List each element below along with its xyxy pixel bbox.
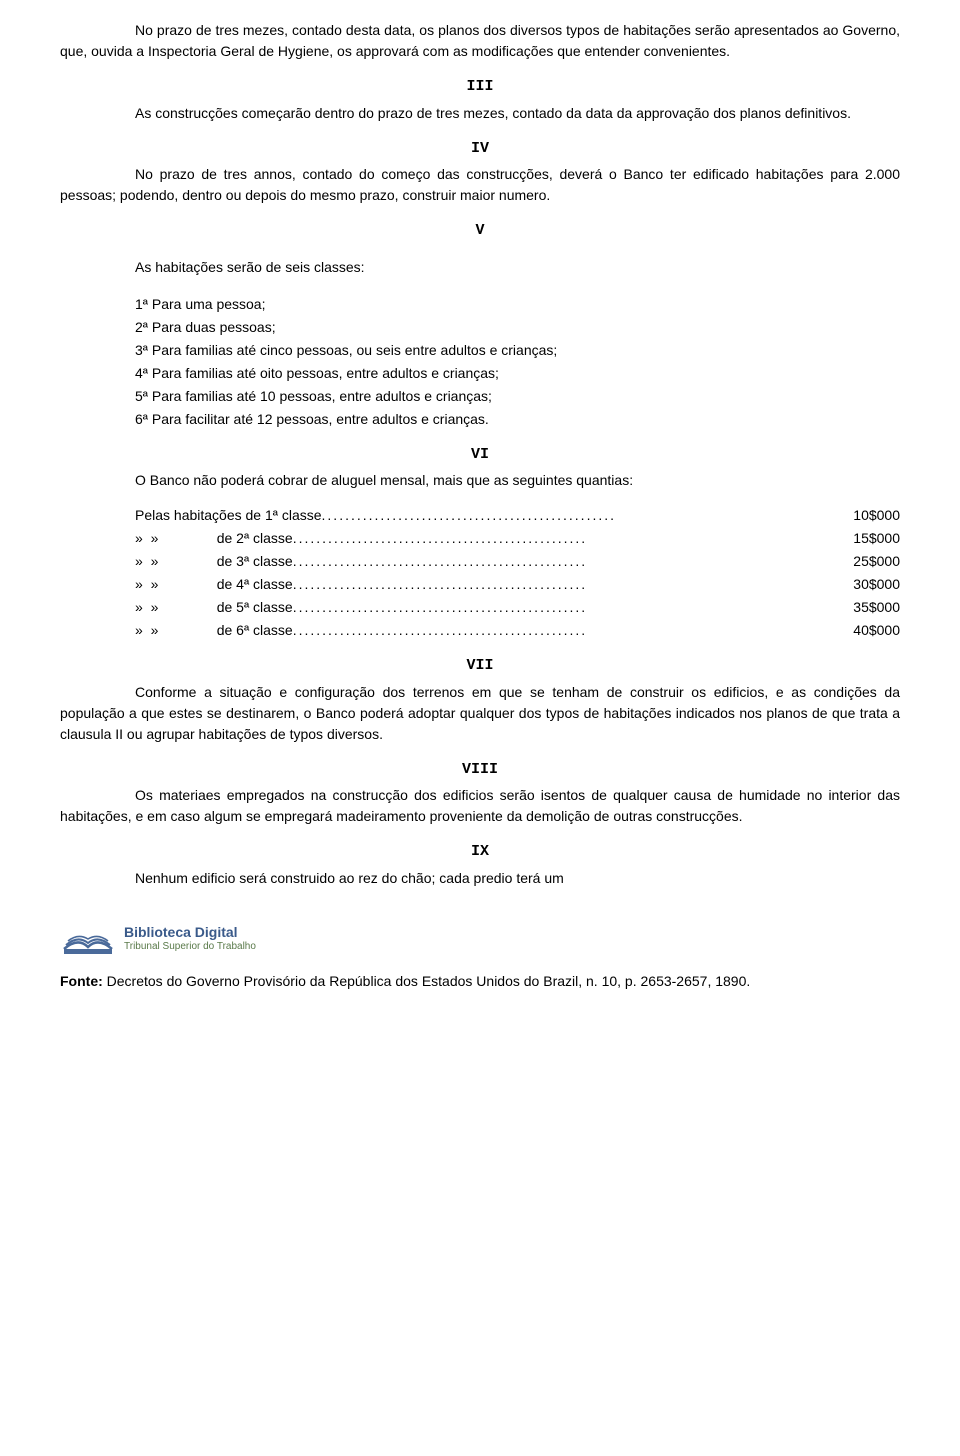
- paragraph-vii: Conforme a situação e configuração dos t…: [60, 682, 900, 745]
- price-dots: ........................................…: [293, 620, 854, 641]
- class-item: 6ª Para facilitar até 12 pessoas, entre …: [135, 409, 900, 430]
- classes-block: As habitações serão de seis classes: 1ª …: [135, 257, 900, 430]
- footer: Biblioteca Digital Tribunal Superior do …: [60, 919, 900, 992]
- price-value: 35$000: [853, 597, 900, 618]
- price-value: 15$000: [853, 528, 900, 549]
- heading-vii: VII: [60, 655, 900, 678]
- heading-vi: VI: [60, 444, 900, 467]
- class-item: 2ª Para duas pessoas;: [135, 317, 900, 338]
- fonte-text: Decretos do Governo Provisório da Repúbl…: [103, 973, 751, 989]
- footer-title: Biblioteca Digital: [124, 925, 256, 940]
- price-row: » » de 4ª classe .......................…: [135, 574, 900, 595]
- paragraph-viii: Os materiaes empregados na construcção d…: [60, 785, 900, 827]
- fonte-line: Fonte: Decretos do Governo Provisório da…: [60, 971, 900, 992]
- class-item: 3ª Para familias até cinco pessoas, ou s…: [135, 340, 900, 361]
- price-dots: ........................................…: [293, 551, 854, 572]
- price-label: » » de 5ª classe: [135, 597, 293, 618]
- price-row: Pelas habitações de 1ª classe ..........…: [135, 505, 900, 526]
- heading-v: V: [60, 220, 900, 243]
- class-item: 4ª Para familias até oito pessoas, entre…: [135, 363, 900, 384]
- paragraph-vi: O Banco não poderá cobrar de aluguel men…: [60, 470, 900, 491]
- footer-title-block: Biblioteca Digital Tribunal Superior do …: [124, 925, 256, 951]
- price-row: » » de 2ª classe .......................…: [135, 528, 900, 549]
- heading-iii: III: [60, 76, 900, 99]
- price-label: » » de 4ª classe: [135, 574, 293, 595]
- price-label: » » de 2ª classe: [135, 528, 293, 549]
- price-row: » » de 6ª classe .......................…: [135, 620, 900, 641]
- heading-iv: IV: [60, 138, 900, 161]
- price-row: » » de 5ª classe .......................…: [135, 597, 900, 618]
- biblioteca-logo-icon: [60, 919, 116, 959]
- class-item: 1ª Para uma pessoa;: [135, 294, 900, 315]
- price-value: 30$000: [853, 574, 900, 595]
- price-row: » » de 3ª classe .......................…: [135, 551, 900, 572]
- price-table: Pelas habitações de 1ª classe ..........…: [135, 505, 900, 641]
- heading-ix: IX: [60, 841, 900, 864]
- heading-viii: VIII: [60, 759, 900, 782]
- class-item: 5ª Para familias até 10 pessoas, entre a…: [135, 386, 900, 407]
- price-value: 25$000: [853, 551, 900, 572]
- price-value: 40$000: [853, 620, 900, 641]
- price-dots: ........................................…: [322, 505, 854, 526]
- footer-logo-block: Biblioteca Digital Tribunal Superior do …: [60, 919, 900, 959]
- paragraph-iii: As construcções começarão dentro do praz…: [60, 103, 900, 124]
- price-dots: ........................................…: [293, 574, 854, 595]
- paragraph-vi-text: O Banco não poderá cobrar de aluguel men…: [135, 472, 633, 488]
- paragraph-ii: No prazo de tres mezes, contado desta da…: [60, 20, 900, 62]
- paragraph-ix: Nenhum edificio será construido ao rez d…: [60, 868, 900, 889]
- price-label: » » de 6ª classe: [135, 620, 293, 641]
- footer-subtitle: Tribunal Superior do Trabalho: [124, 941, 256, 952]
- price-label: » » de 3ª classe: [135, 551, 293, 572]
- price-dots: ........................................…: [293, 597, 854, 618]
- fonte-label: Fonte:: [60, 973, 103, 989]
- price-label: Pelas habitações de 1ª classe: [135, 505, 322, 526]
- classes-intro: As habitações serão de seis classes:: [135, 257, 900, 278]
- price-value: 10$000: [853, 505, 900, 526]
- paragraph-iv: No prazo de tres annos, contado do começ…: [60, 164, 900, 206]
- price-dots: ........................................…: [293, 528, 854, 549]
- section-vi: VI O Banco não poderá cobrar de aluguel …: [60, 444, 900, 492]
